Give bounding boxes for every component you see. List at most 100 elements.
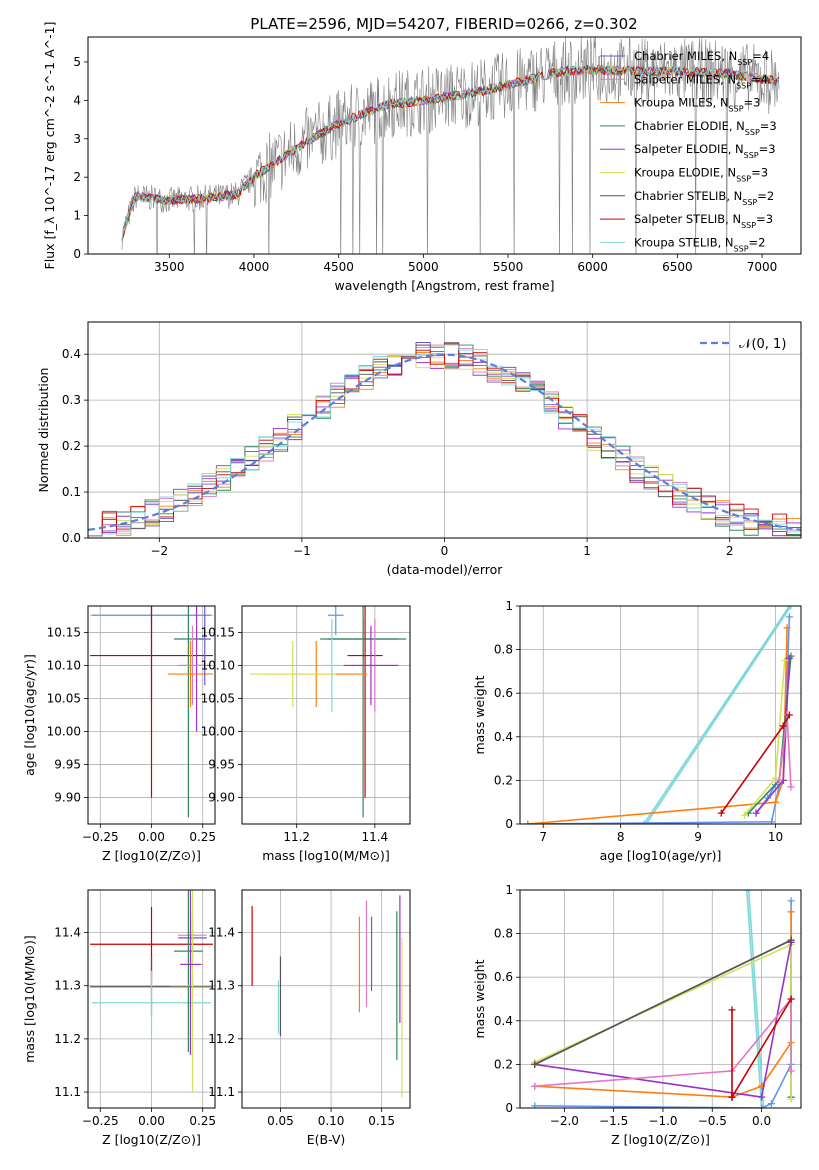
x-tick-label-2: 0.15: [368, 1114, 395, 1128]
weight-marker-8-2: [787, 783, 795, 791]
y-tick-label-0: 11.1: [54, 1085, 81, 1099]
weight-line-1: [645, 606, 792, 824]
legend-subscript: SSP: [736, 174, 751, 183]
x-tick-label-1: 0.00: [138, 1114, 165, 1128]
weight-marker-6-0: [740, 811, 748, 819]
legend-label-1: Salpeter MILES, NSSP=4: [634, 72, 768, 90]
y-tick-label-2: 0.4: [494, 730, 513, 744]
weight-line-0: [643, 606, 791, 824]
legend-suffix: =2: [749, 235, 766, 249]
y-tick-label-1: 11.2: [54, 1032, 81, 1046]
panels: 3500 4000 4500 5000 5500 6000 6500 7000012345wa…: [22, 22, 802, 1147]
spectrum-model-line-8: [121, 65, 780, 242]
x-tick-label-3: 1: [583, 544, 591, 558]
x-tick-label-1: 0.10: [318, 1114, 345, 1128]
y-tick-label-4: 4: [73, 93, 81, 107]
y-tick-label-1: 0.1: [62, 485, 81, 499]
weight-marker-2-2: [767, 1100, 775, 1108]
x-axis-label: E(B-V): [307, 1132, 346, 1147]
weight-marker-10-1: [787, 936, 795, 944]
weight-marker-8-1: [728, 1006, 736, 1014]
x-axis-label: mass [log10(M/M⊙)]: [262, 848, 390, 863]
x-tick-label-2: 0: [441, 544, 449, 558]
legend-suffix: =3: [756, 212, 773, 226]
axes-frame: [519, 889, 802, 1109]
y-tick-label-5: 1: [505, 599, 513, 613]
weight-lines: [531, 890, 795, 1108]
x-tick-label-3: −0.5: [698, 1114, 727, 1128]
y-tick-label-1: 9.95: [54, 758, 81, 772]
weight-marker-9-2: [785, 711, 793, 719]
y-tick-label-5: 5: [73, 55, 81, 69]
panel-spectrum: 3500 4000 4500 5000 5500 6000 6500 7000 0 1 2 3 4 5 wa…: [42, 22, 802, 293]
panel-age-vs-mass: 11.2 11.4 9.90 9.95 10.00 10.05 10.10 10.15 mass…: [201, 605, 411, 863]
legend-suffix: =2: [757, 189, 774, 203]
x-tick-label-1: 0.00: [138, 830, 165, 844]
axes-frame: [87, 889, 216, 1109]
x-axis-label: Z [log10(Z/Z⊙)]: [102, 1132, 201, 1147]
weight-marker-9-1: [779, 722, 787, 730]
x-tick-label-6: 6500: [662, 260, 693, 274]
x-tick-label-1: −1: [293, 544, 311, 558]
y-tick-label-2: 0.4: [494, 1014, 513, 1028]
weight-marker-7-3: [787, 1067, 795, 1075]
x-tick-label-4: 2: [726, 544, 734, 558]
x-tick-label-3: 10: [768, 830, 783, 844]
axes-frame: [519, 605, 802, 825]
weight-marker-2-1: [758, 1104, 766, 1108]
errorbars: [90, 890, 215, 1093]
y-axis-label: mass weight: [472, 675, 487, 754]
legend-suffix: =3: [760, 119, 777, 133]
legend-label-0: Chabrier MILES, NSSP=4: [634, 49, 769, 67]
x-tick-label-0: −2: [150, 544, 168, 558]
gaussian-line: [87, 353, 802, 531]
legend-gaussian-label: 𝒩(0, 1): [739, 337, 786, 352]
y-tick-label-1: 0.2: [494, 773, 513, 787]
y-tick-label-2: 10.00: [201, 725, 235, 739]
weight-line-1: [747, 890, 765, 1108]
legend-subscript: SSP: [736, 81, 751, 90]
legend-label-5: Kroupa ELODIE, NSSP=3: [634, 166, 768, 184]
x-tick-label-1: 11.4: [361, 830, 388, 844]
y-axis-label: age [log10(age/yr)]: [22, 654, 37, 776]
y-tick-label-3: 0.6: [494, 686, 513, 700]
x-axis-label: age [log10(age/yr)]: [600, 848, 722, 863]
histogram-line-7: [88, 343, 801, 537]
legend-suffix: =3: [759, 142, 776, 156]
x-tick-label-1: −1.5: [599, 1114, 628, 1128]
x-axis-label: (data-model)/error: [387, 562, 504, 577]
weight-marker-9-1: [787, 995, 795, 1003]
x-tick-label-0: −0.25: [82, 1114, 119, 1128]
y-axis-label: Flux [f_λ 10^-17 erg cm^-2 s^-1 A^-1]: [42, 22, 57, 270]
errorbars: [90, 606, 213, 818]
weight-marker-1-0: [642, 820, 650, 824]
legend-suffix: =3: [744, 96, 761, 110]
weight-marker-7-0: [752, 809, 760, 817]
y-tick-label-2: 10.00: [47, 725, 81, 739]
panel-mass-vs-ebv: 0.05 0.10 0.15 11.1 11.2 11.3 11.4 E(B-V): [208, 889, 411, 1147]
x-axis-label: Z [log10(Z/Z⊙)]: [611, 1132, 710, 1147]
y-tick-label-3: 0.3: [62, 393, 81, 407]
y-tick-label-5: 10.15: [47, 625, 81, 639]
weight-marker-7-2: [785, 654, 793, 662]
weight-marker-9-0: [728, 1093, 736, 1101]
x-tick-label-0: 0.05: [267, 1114, 294, 1128]
x-axis-label: Z [log10(Z/Z⊙)]: [102, 848, 201, 863]
y-tick-label-4: 10.10: [201, 658, 235, 672]
axes-frame: [87, 36, 802, 255]
y-tick-label-0: 0.0: [62, 531, 81, 545]
y-tick-label-2: 2: [73, 170, 81, 184]
panel-age-vs-z: −0.25 0.00 0.25 9.90 9.95 10.00 10.05 10.10 10.1…: [22, 605, 216, 863]
x-tick-label-2: −1.0: [648, 1114, 677, 1128]
weight-line-0: [746, 890, 763, 1108]
axes-frame: [87, 605, 216, 825]
y-tick-label-1: 1: [73, 209, 81, 223]
x-tick-label-2: 9: [694, 830, 702, 844]
y-tick-label-2: 11.3: [208, 979, 235, 993]
legend-label-4: Salpeter ELODIE, NSSP=3: [634, 142, 776, 160]
legend-subscript: SSP: [737, 58, 752, 67]
x-tick-label-5: 6000: [577, 260, 608, 274]
x-tick-label-2: 4500: [323, 260, 354, 274]
weight-marker-3-4: [787, 908, 795, 916]
x-tick-label-0: −0.25: [82, 830, 119, 844]
